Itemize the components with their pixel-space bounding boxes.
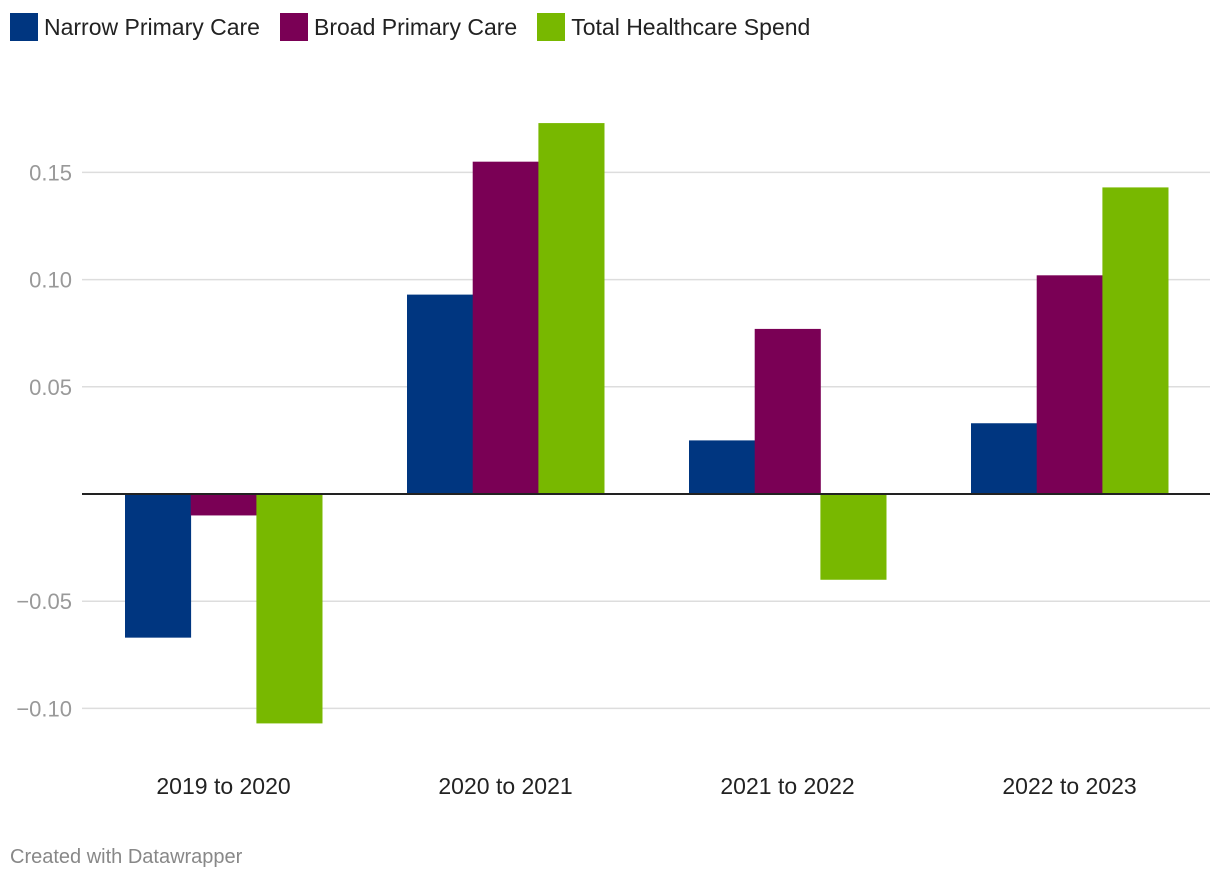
legend-item-total-healthcare-spend: Total Healthcare Spend	[537, 13, 810, 41]
bar-broad-primary-care-2	[754, 328, 821, 494]
y-tick-label: 0.15	[29, 160, 72, 185]
x-category-label: 2022 to 2023	[1002, 773, 1136, 799]
legend-swatch-broad-primary-care	[279, 13, 308, 41]
bar-total-healthcare-spend-0	[256, 494, 323, 724]
bar-total-healthcare-spend-3	[1102, 187, 1169, 494]
legend-item-narrow-primary-care: Narrow Primary Care	[10, 13, 260, 41]
y-tick-label: 0.05	[29, 375, 72, 400]
bar-narrow-primary-care-0	[125, 494, 192, 638]
bar-broad-primary-care-1	[472, 161, 539, 494]
bar-narrow-primary-care-3	[971, 423, 1038, 494]
bar-narrow-primary-care-1	[407, 294, 474, 494]
y-tick-label: 0.10	[29, 268, 72, 293]
legend-swatch-narrow-primary-care	[10, 13, 38, 41]
bar-narrow-primary-care-2	[689, 440, 756, 494]
x-category-label: 2019 to 2020	[156, 773, 290, 799]
legend: Narrow Primary Care Broad Primary Care T…	[10, 10, 830, 44]
credit-text: Created with Datawrapper	[10, 846, 243, 868]
bar-broad-primary-care-0	[190, 494, 257, 516]
y-tick-label: −0.05	[16, 589, 72, 614]
y-tick-label: −0.10	[16, 696, 72, 721]
legend-item-broad-primary-care: Broad Primary Care	[279, 13, 518, 41]
bar-total-healthcare-spend-2	[820, 494, 887, 580]
bar-total-healthcare-spend-1	[538, 123, 605, 494]
legend-label-total-healthcare-spend: Total Healthcare Spend	[571, 13, 811, 40]
legend-label-narrow-primary-care: Narrow Primary Care	[44, 13, 260, 40]
legend-label-broad-primary-care: Broad Primary Care	[313, 13, 518, 40]
x-category-label: 2020 to 2021	[438, 773, 572, 799]
bar-broad-primary-care-3	[1036, 275, 1103, 494]
x-category-label: 2021 to 2022	[720, 773, 854, 799]
legend-swatch-total-healthcare-spend	[537, 13, 566, 41]
